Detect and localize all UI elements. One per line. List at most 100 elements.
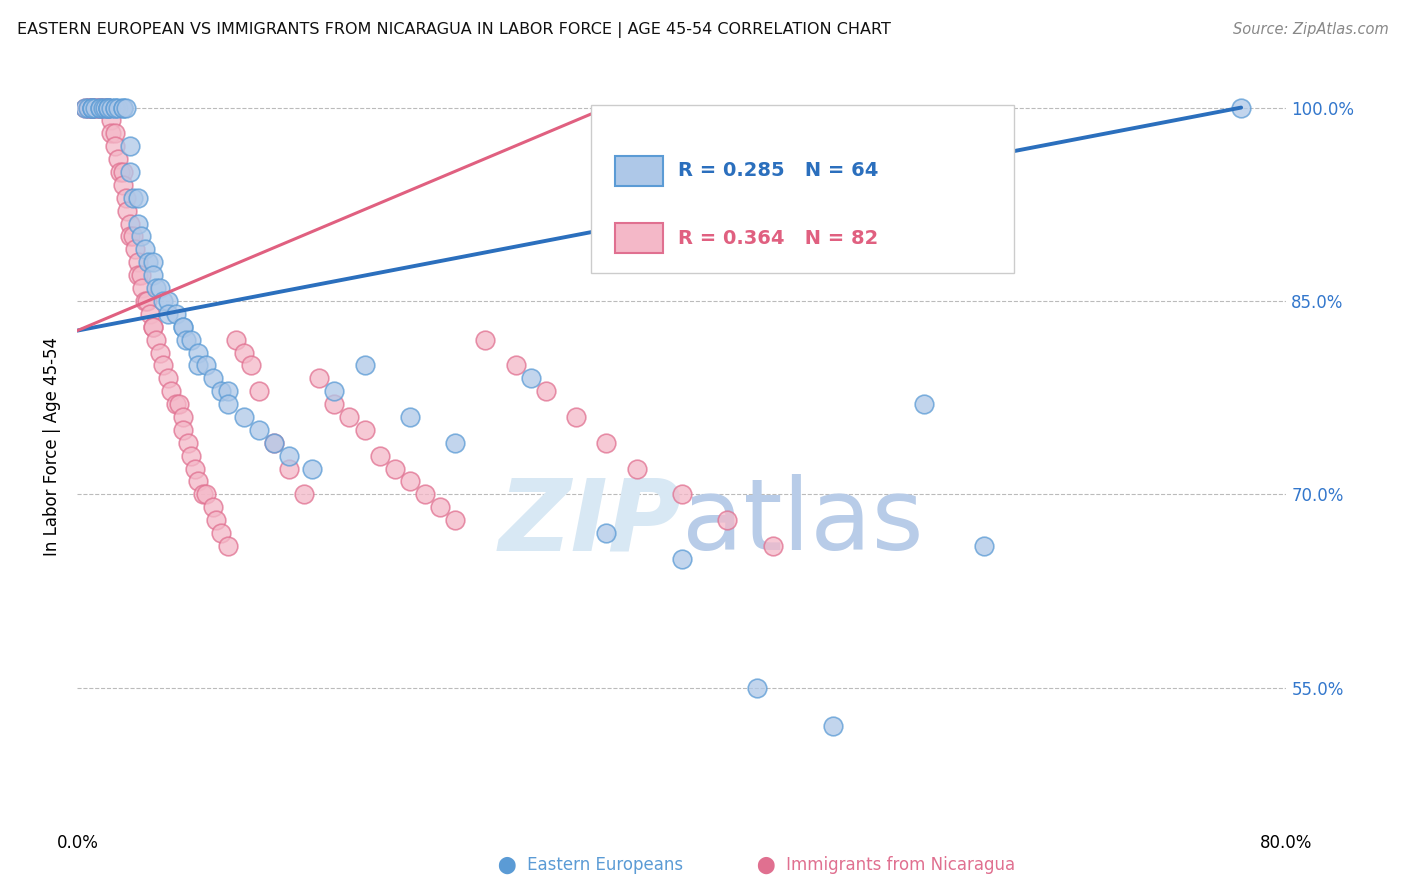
Point (91, 101, 114, 115)
Point (429, 500, 451, 515)
Point (184, 461, 207, 475)
Point (912, 397, 935, 411)
Point (89, 101, 111, 115)
Point (263, 435, 285, 450)
Point (172, 319, 194, 334)
Point (104, 101, 127, 115)
Point (225, 333, 247, 347)
Point (565, 409, 588, 424)
Point (93, 101, 115, 115)
Point (157, 293, 180, 308)
Point (368, 449, 391, 463)
Point (142, 319, 165, 334)
Point (595, 435, 617, 450)
Point (127, 217, 149, 231)
Point (202, 500, 225, 515)
Point (142, 319, 165, 334)
Point (145, 281, 167, 295)
Point (353, 359, 375, 373)
Point (444, 435, 467, 450)
Point (218, 539, 240, 553)
Point (127, 191, 149, 205)
Point (240, 359, 263, 373)
Point (120, 139, 142, 153)
Point (444, 513, 467, 527)
Point (152, 359, 174, 373)
Point (595, 526, 617, 541)
Point (474, 333, 496, 347)
Point (520, 371, 543, 385)
Point (973, 539, 995, 553)
FancyBboxPatch shape (616, 155, 662, 186)
Point (534, 384, 557, 399)
Point (167, 397, 190, 411)
Point (96, 101, 118, 115)
Point (278, 449, 301, 463)
Point (172, 319, 194, 334)
Point (247, 423, 270, 437)
Point (129, 268, 152, 282)
Point (82, 101, 104, 115)
Point (191, 487, 214, 501)
Point (160, 384, 183, 399)
Point (149, 345, 172, 359)
Point (399, 409, 422, 424)
Point (384, 461, 406, 475)
Point (157, 307, 180, 321)
Point (247, 384, 270, 399)
Point (187, 475, 209, 489)
Point (152, 293, 174, 308)
Point (716, 513, 738, 527)
Point (131, 281, 153, 295)
Point (84, 101, 107, 115)
Point (671, 487, 693, 501)
Point (73, 101, 96, 115)
Text: atlas: atlas (682, 475, 924, 571)
Point (165, 397, 187, 411)
Y-axis label: In Labor Force | Age 45-54: In Labor Force | Age 45-54 (44, 336, 62, 556)
Point (82, 101, 104, 115)
Point (413, 487, 436, 501)
Point (114, 191, 136, 205)
Point (747, 681, 769, 695)
Point (142, 268, 165, 282)
Point (96, 101, 118, 115)
Point (218, 384, 240, 399)
Point (135, 293, 157, 308)
Point (79, 101, 101, 115)
Text: ⬤  Eastern Europeans: ⬤ Eastern Europeans (498, 856, 683, 874)
Text: ZIP: ZIP (499, 475, 682, 571)
Point (145, 333, 167, 347)
Point (209, 384, 232, 399)
Point (84, 101, 107, 115)
FancyBboxPatch shape (592, 104, 1015, 273)
Point (353, 423, 375, 437)
Point (278, 461, 301, 475)
Text: EASTERN EUROPEAN VS IMMIGRANTS FROM NICARAGUA IN LABOR FORCE | AGE 45-54 CORRELA: EASTERN EUROPEAN VS IMMIGRANTS FROM NICA… (17, 22, 891, 38)
Point (89, 101, 111, 115)
Text: R = 0.364   N = 82: R = 0.364 N = 82 (678, 228, 879, 248)
Point (323, 397, 346, 411)
Point (96, 101, 118, 115)
Point (77, 101, 100, 115)
Point (82, 101, 104, 115)
Point (111, 101, 134, 115)
Point (202, 371, 225, 385)
Point (104, 139, 127, 153)
Point (77, 101, 100, 115)
Point (82, 101, 104, 115)
Point (180, 449, 202, 463)
Point (82, 101, 104, 115)
Point (218, 397, 240, 411)
Point (96, 101, 118, 115)
Point (762, 539, 785, 553)
FancyBboxPatch shape (616, 223, 662, 253)
Point (172, 423, 194, 437)
Point (134, 243, 156, 257)
Point (194, 487, 217, 501)
Point (821, 719, 844, 733)
Point (134, 293, 156, 308)
Point (91, 101, 114, 115)
Point (308, 371, 330, 385)
Text: Source: ZipAtlas.com: Source: ZipAtlas.com (1233, 22, 1389, 37)
